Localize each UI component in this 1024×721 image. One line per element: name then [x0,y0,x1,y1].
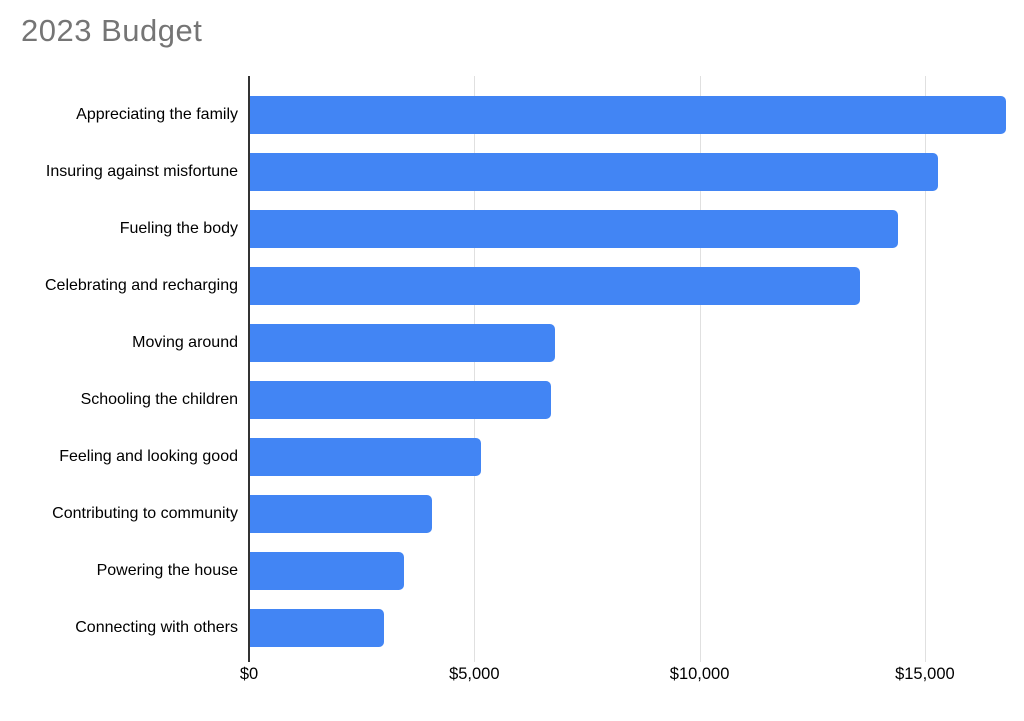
bar-row [249,428,1006,485]
plot-area [248,76,1006,662]
bar-row [249,371,1006,428]
value-axis-labels: $0 $5,000 $10,000 $15,000 [240,665,1006,689]
bar-row [249,200,1006,257]
category-label: Fueling the body [119,219,238,237]
category-label: Schooling the children [80,390,238,408]
bar[interactable] [249,437,482,476]
bar-row [249,599,1006,656]
bar[interactable] [249,608,385,647]
bar-row [249,542,1006,599]
axis-baseline [248,76,250,662]
bar[interactable] [249,152,939,191]
category-label: Appreciating the family [76,105,238,123]
bar[interactable] [249,494,433,533]
category-label: Moving around [132,333,238,351]
x-tick-label: $15,000 [895,665,955,683]
category-label: Contributing to community [52,504,238,522]
x-tick-label: $0 [239,665,259,683]
bar-row [249,86,1006,143]
category-axis-labels: Appreciating the family Insuring against … [0,86,238,656]
category-label: Feeling and looking good [59,447,238,465]
x-tick-label: $10,000 [669,665,730,683]
bar-row [249,257,1006,314]
category-label: Connecting with others [75,618,238,636]
category-label: Powering the house [96,561,238,579]
bar[interactable] [249,323,556,362]
bar[interactable] [249,95,1006,134]
bar[interactable] [249,209,898,248]
x-tick-label: $5,000 [449,665,500,683]
gridline [474,76,476,662]
gridline [699,76,701,662]
bar-row [249,485,1006,542]
gridline [924,76,926,662]
bar[interactable] [249,266,860,305]
category-label: Celebrating and recharging [44,276,238,294]
bar-row [249,314,1006,371]
bar[interactable] [249,380,551,419]
category-label: Insuring against misfortune [45,162,238,180]
chart-title: 2023 Budget [21,13,203,48]
bar[interactable] [249,551,404,590]
bar-row [249,143,1006,200]
